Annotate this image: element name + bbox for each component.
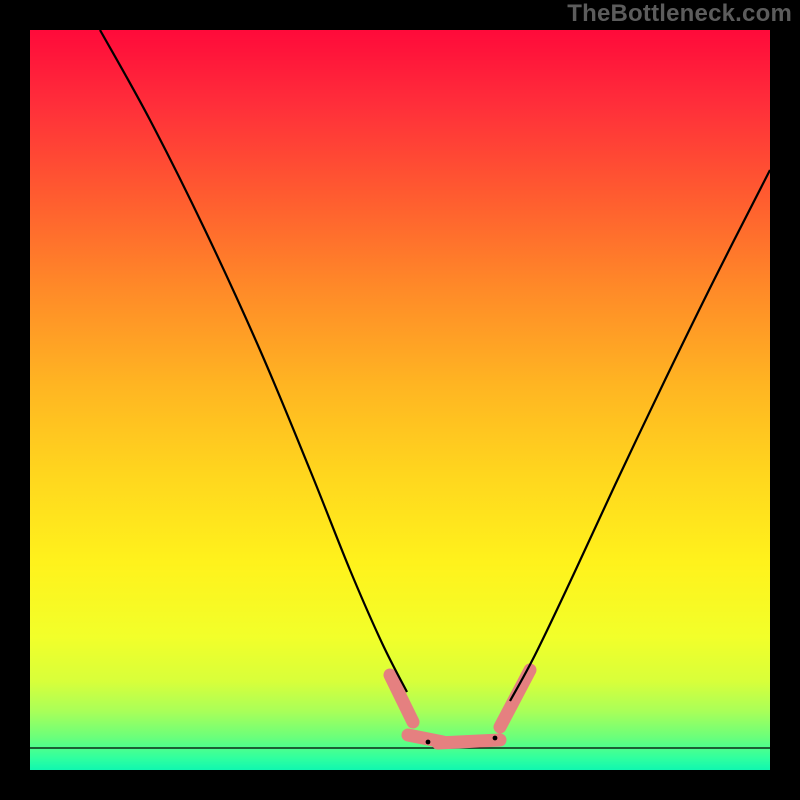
floor-dot xyxy=(493,736,498,741)
watermark-text: TheBottleneck.com xyxy=(567,0,792,28)
chart-stage: TheBottleneck.com xyxy=(0,0,800,800)
bottleneck-chart xyxy=(30,30,770,770)
floor-dot xyxy=(426,740,431,745)
gradient-background xyxy=(30,30,770,770)
highlight-segment xyxy=(438,740,500,743)
